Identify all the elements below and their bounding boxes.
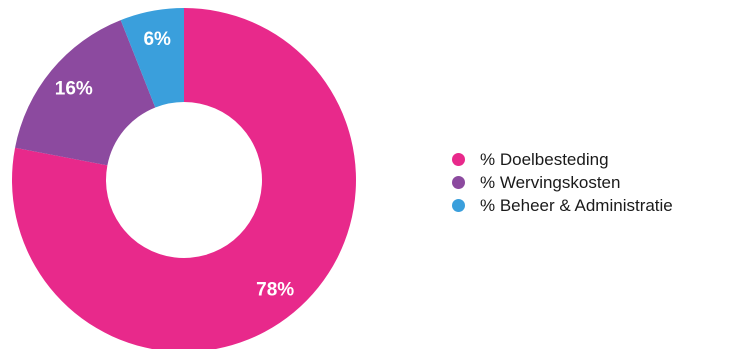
legend-swatch (452, 176, 465, 189)
slice-value-label: 6% (143, 29, 171, 50)
slice-value-label: 16% (55, 78, 93, 99)
legend-label: % Beheer & Administratie (480, 195, 673, 215)
slice-value-label: 78% (256, 280, 294, 301)
legend-label: % Doelbesteding (480, 149, 609, 169)
legend-label: % Wervingskosten (480, 172, 621, 192)
chart-slice-labels: 78% 16% 6% (55, 29, 294, 301)
donut-slice (11, 8, 356, 349)
legend-item: % Doelbesteding (452, 148, 673, 171)
chart-slices (11, 8, 356, 349)
chart-legend: % Doelbesteding % Wervingskosten % Behee… (452, 148, 673, 217)
legend-item: % Wervingskosten (452, 171, 673, 194)
legend-item: % Beheer & Administratie (452, 194, 673, 217)
legend-swatch (452, 153, 465, 166)
donut-slice (15, 20, 156, 166)
donut-slice (120, 8, 184, 108)
legend-swatch (452, 199, 465, 212)
